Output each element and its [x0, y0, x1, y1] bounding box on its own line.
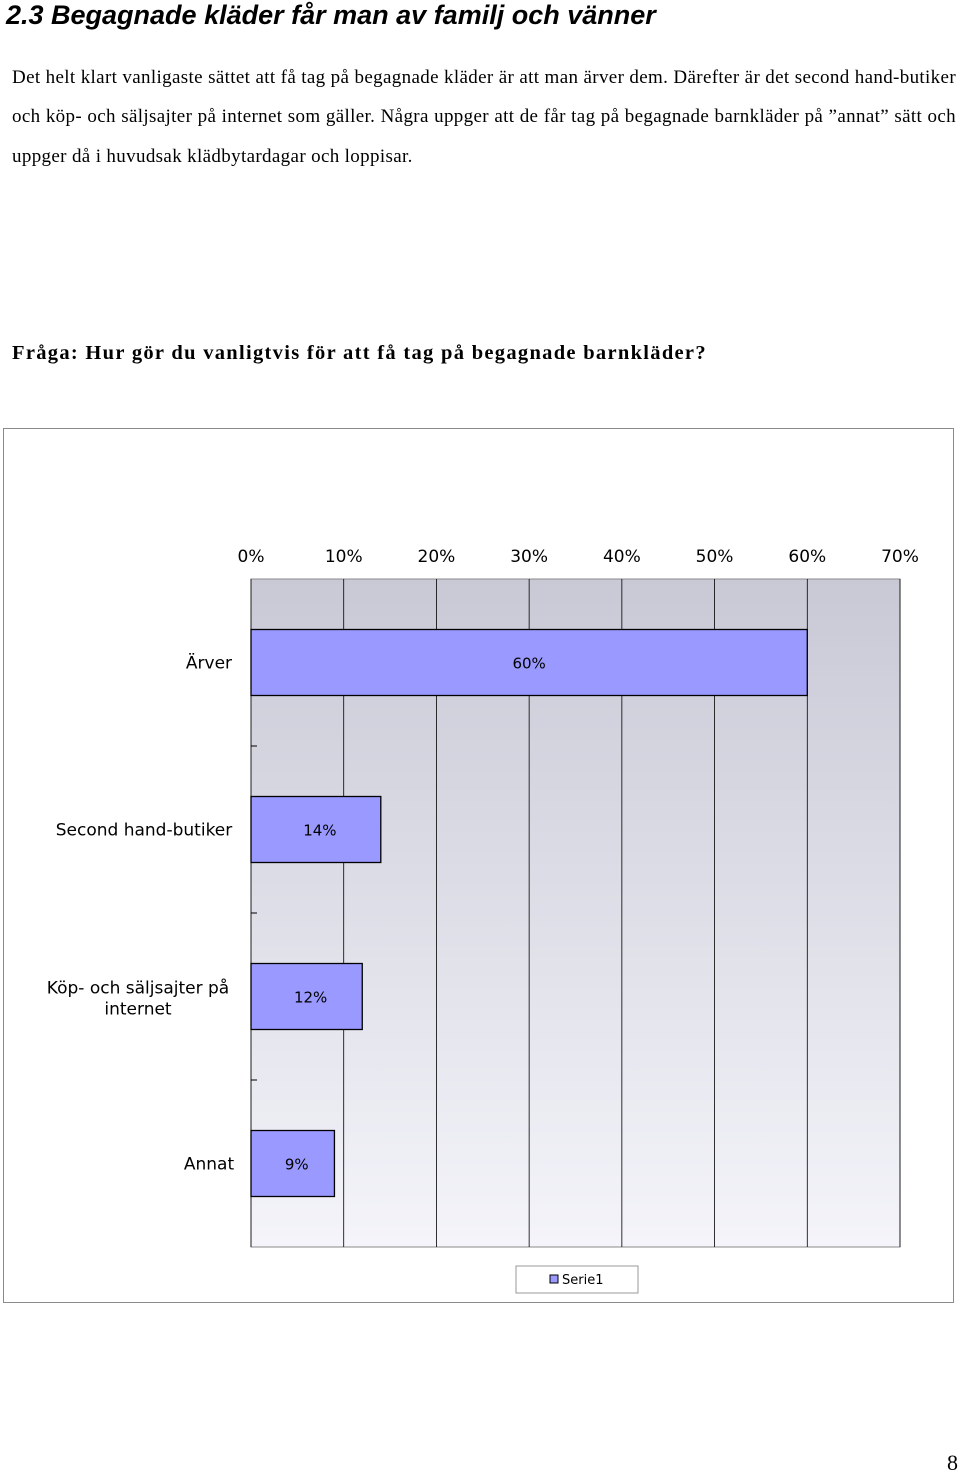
x-tick-label: 60%	[788, 547, 826, 567]
category-label: Köp- och säljsajter på internet	[47, 978, 229, 1020]
legend-box	[515, 1265, 639, 1294]
body-paragraph: Det helt klart vanligaste sättet att få …	[12, 67, 956, 167]
x-tick-label: 0%	[238, 547, 265, 567]
bar	[250, 795, 382, 864]
legend-swatch	[549, 1274, 559, 1284]
chart-frame: 0% 10% 20% 30% 40% 50% 60% 70% 60% 14% 12% 9% Ärve…	[3, 428, 954, 1303]
bar	[250, 962, 363, 1031]
section-heading: 2.3 Begagnade kläder får man av familj o…	[6, 0, 656, 30]
bar-chart: 0% 10% 20% 30% 40% 50% 60% 70% 60% 14% 12% 9% Ärve…	[47, 547, 919, 1294]
page-number: 8	[947, 1450, 958, 1475]
x-tick-label: 30%	[510, 547, 548, 567]
bar	[250, 1129, 336, 1198]
survey-question: Fråga: Hur gör du vanligtvis för att få …	[12, 342, 707, 364]
category-label: Second hand-butiker	[56, 821, 233, 841]
bar	[250, 628, 808, 697]
x-tick-label: 70%	[881, 547, 919, 567]
category-label: Ärver	[186, 653, 232, 674]
x-tick-label: 40%	[603, 547, 641, 567]
x-tick-label: 50%	[696, 547, 734, 567]
bar-value-label: 60%	[512, 655, 545, 673]
category-label: Annat	[184, 1155, 235, 1175]
bar-value-label: 9%	[285, 1156, 309, 1174]
bar-value-label: 12%	[294, 989, 327, 1007]
x-tick-label: 20%	[418, 547, 456, 567]
bar-value-label: 14%	[303, 822, 336, 840]
x-tick-label: 10%	[325, 547, 363, 567]
legend-label: Serie1	[562, 1273, 603, 1288]
